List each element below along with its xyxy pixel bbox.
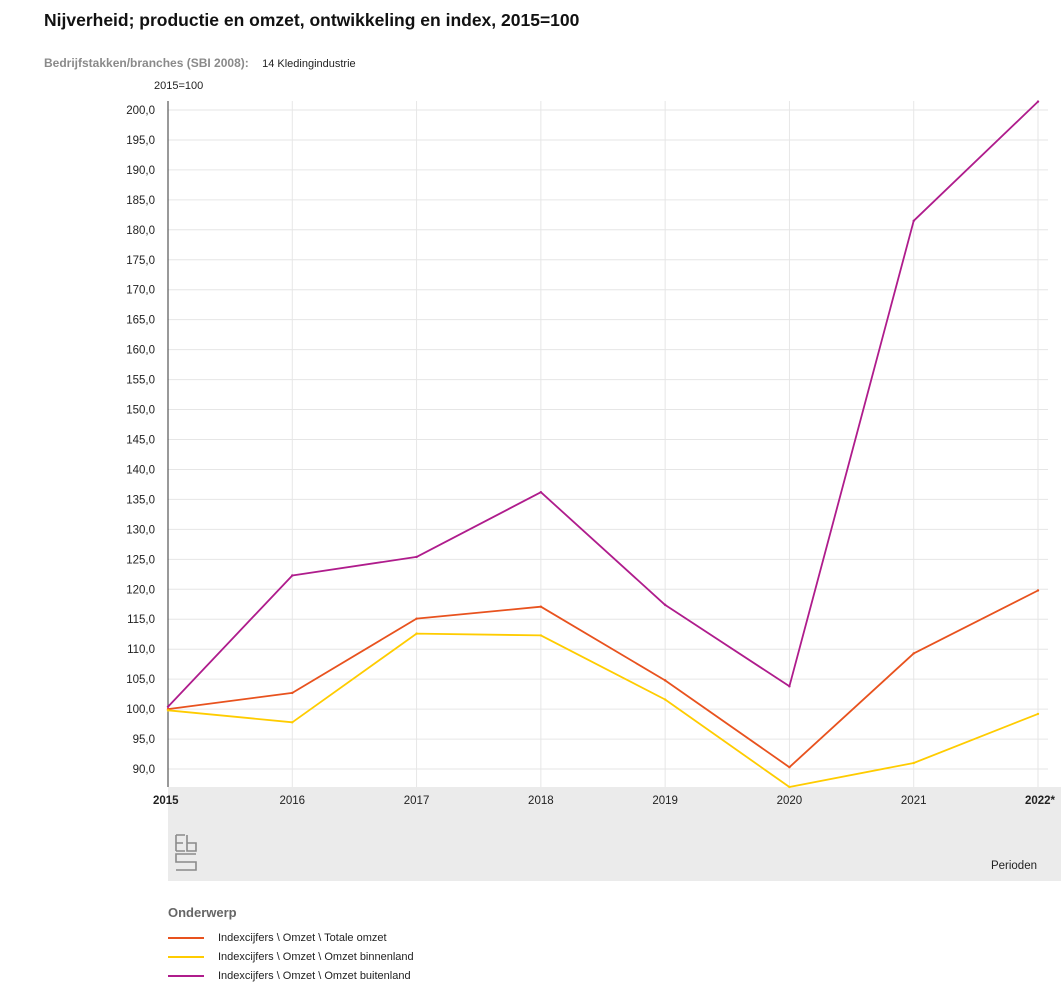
- y-tick-label: 130,0: [126, 524, 155, 536]
- x-tick-label: 2021: [901, 795, 927, 807]
- data-point: [912, 652, 915, 655]
- data-point: [539, 634, 543, 637]
- series-line-1: [167, 632, 1039, 788]
- data-point: [415, 632, 418, 635]
- legend-swatch: [168, 955, 204, 958]
- data-point: [912, 761, 915, 765]
- y-tick-label: 195,0: [126, 135, 155, 147]
- y-tick-label: 100,0: [126, 704, 155, 716]
- legend-swatch: [168, 974, 204, 977]
- data-point: [788, 766, 791, 769]
- filter-label: Bedrijfstakken/branches (SBI 2008):: [44, 56, 249, 70]
- y-tick-label: 180,0: [126, 225, 155, 237]
- y-tick-label: 175,0: [126, 255, 155, 267]
- y-tick-label: 90,0: [133, 764, 155, 776]
- data-point: [912, 219, 915, 223]
- filter-row: Bedrijfstakken/branches (SBI 2008): 14 K…: [44, 56, 356, 70]
- y-tick-label: 190,0: [126, 165, 155, 177]
- y-tick-label: 140,0: [126, 464, 155, 476]
- data-point: [788, 785, 791, 789]
- data-point: [539, 605, 543, 608]
- data-point: [166, 705, 170, 708]
- legend-label: Indexcijfers \ Omzet \ Totale omzet: [218, 931, 387, 944]
- y-tick-label: 125,0: [126, 554, 155, 566]
- cbs-logo-icon: [174, 833, 198, 878]
- legend: Onderwerp Indexcijfers \ Omzet \ Totale …: [168, 905, 414, 985]
- data-point: [1036, 712, 1040, 716]
- data-point: [663, 603, 667, 607]
- y-tick-label: 150,0: [126, 405, 155, 417]
- data-point: [663, 698, 667, 701]
- data-point: [291, 691, 294, 695]
- legend-item-omzet-buitenland[interactable]: Indexcijfers \ Omzet \ Omzet buitenland: [168, 966, 414, 985]
- data-point: [415, 617, 418, 620]
- x-axis-title: Perioden: [991, 860, 1037, 872]
- legend-title: Onderwerp: [168, 905, 237, 920]
- legend-item-omzet-binnenland[interactable]: Indexcijfers \ Omzet \ Omzet binnenland: [168, 947, 414, 966]
- line-chart: 90,0 95,0 100,0 105,0 110,0 115,0 120,0 125,0 13…: [126, 100, 1061, 881]
- data-point: [1036, 589, 1040, 592]
- x-tick-label: 2020: [777, 795, 803, 807]
- y-tick-label: 170,0: [126, 285, 155, 297]
- data-point: [166, 709, 170, 712]
- y-tick-label: 135,0: [126, 494, 155, 506]
- y-tick-label: 200,0: [126, 105, 155, 117]
- x-tick-label: 2017: [404, 795, 430, 807]
- y-tick-label: 95,0: [133, 734, 155, 746]
- x-tick-label: 2016: [279, 795, 305, 807]
- filter-value[interactable]: 14 Kledingindustrie: [262, 58, 356, 70]
- data-point: [663, 679, 667, 682]
- x-tick-label: 2022*: [1025, 795, 1056, 807]
- y-tick-label: 165,0: [126, 315, 155, 327]
- x-tick-label: 2018: [528, 795, 554, 807]
- x-tick-label: 2019: [652, 795, 678, 807]
- y-tick-label: 155,0: [126, 375, 155, 387]
- y-tick-label: 120,0: [126, 584, 155, 596]
- legend-label: Indexcijfers \ Omzet \ Omzet binnenland: [218, 950, 414, 963]
- y-tick-label: 115,0: [127, 614, 155, 626]
- x-tick-label: 2015: [153, 795, 179, 807]
- y-tick-label: 110,0: [127, 644, 155, 656]
- data-point: [291, 721, 294, 724]
- data-point: [539, 491, 543, 494]
- y-tick-label: 145,0: [126, 435, 155, 447]
- x-axis-band: [168, 787, 1061, 881]
- chart-title: Nijverheid; productie en omzet, ontwikke…: [44, 10, 580, 30]
- data-point: [788, 685, 791, 688]
- data-point: [415, 555, 418, 559]
- y-tick-label: 185,0: [126, 195, 155, 207]
- data-point: [291, 574, 294, 577]
- legend-label: Indexcijfers \ Omzet \ Omzet buitenland: [218, 969, 411, 982]
- series-line-0: [167, 589, 1039, 769]
- y-tick-label: 105,0: [126, 674, 155, 686]
- data-point: [1036, 100, 1040, 103]
- series-line-2: [167, 100, 1039, 708]
- legend-item-totale-omzet[interactable]: Indexcijfers \ Omzet \ Totale omzet: [168, 928, 414, 947]
- legend-swatch: [168, 936, 204, 939]
- y-axis-unit-label: 2015=100: [154, 80, 204, 92]
- y-tick-label: 160,0: [126, 345, 155, 357]
